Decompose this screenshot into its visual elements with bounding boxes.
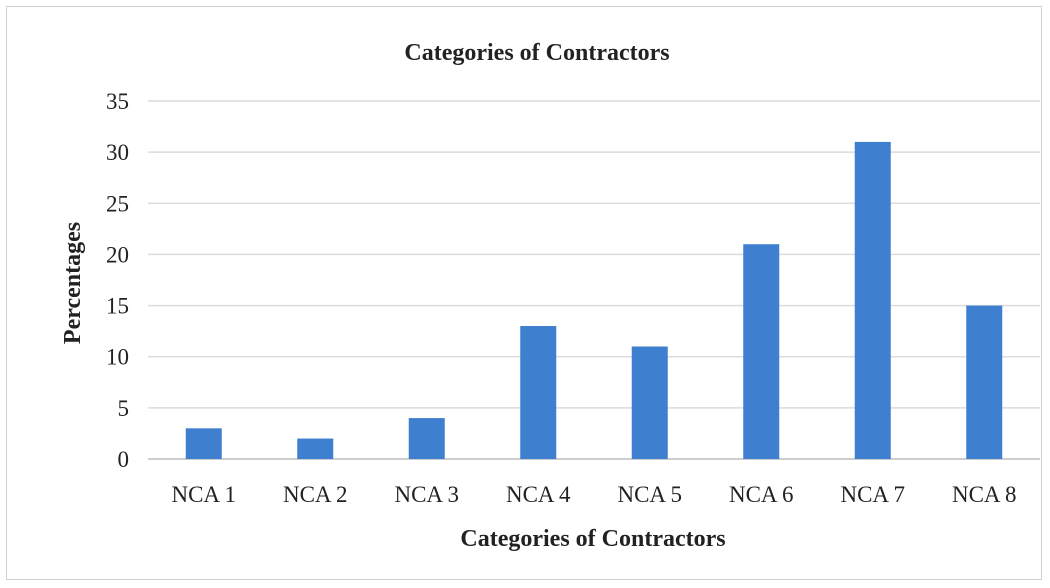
bar-nca-6 <box>743 244 780 459</box>
bar-nca-5 <box>631 346 668 459</box>
y-tick-label: 5 <box>118 396 130 421</box>
x-tick-label: NCA 2 <box>283 482 348 507</box>
y-tick-label: 20 <box>106 242 129 267</box>
x-tick-label: NCA 7 <box>840 482 905 507</box>
x-tick-label: NCA 5 <box>617 482 682 507</box>
x-tick-label: NCA 3 <box>394 482 459 507</box>
y-axis-ticks: 0 5 10 15 20 25 30 35 <box>106 89 129 472</box>
x-tick-label: NCA 6 <box>729 482 794 507</box>
x-axis-ticks: NCA 1 NCA 2 NCA 3 NCA 4 NCA 5 NCA 6 NCA 7 NCA 8 <box>171 482 1016 507</box>
bars <box>185 141 1003 459</box>
y-tick-label: 15 <box>106 294 129 319</box>
x-axis-title: Categories of Contractors <box>460 526 725 552</box>
bar-nca-4 <box>520 326 557 459</box>
bar-nca-2 <box>297 438 334 459</box>
y-tick-label: 0 <box>118 447 130 472</box>
y-axis-title: Percentages <box>60 222 86 344</box>
x-tick-label: NCA 4 <box>506 482 571 507</box>
x-tick-label: NCA 1 <box>171 482 236 507</box>
chart-title: Categories of Contractors <box>404 40 669 66</box>
bar-nca-8 <box>966 305 1003 459</box>
y-tick-label: 25 <box>106 191 129 216</box>
gridlines <box>148 100 1040 460</box>
bar-nca-7 <box>854 141 891 459</box>
y-tick-label: 10 <box>106 345 129 370</box>
bar-nca-1 <box>185 428 222 459</box>
y-tick-label: 30 <box>106 140 129 165</box>
y-tick-label: 35 <box>106 89 129 114</box>
x-tick-label: NCA 8 <box>952 482 1017 507</box>
bar-nca-3 <box>408 418 445 459</box>
